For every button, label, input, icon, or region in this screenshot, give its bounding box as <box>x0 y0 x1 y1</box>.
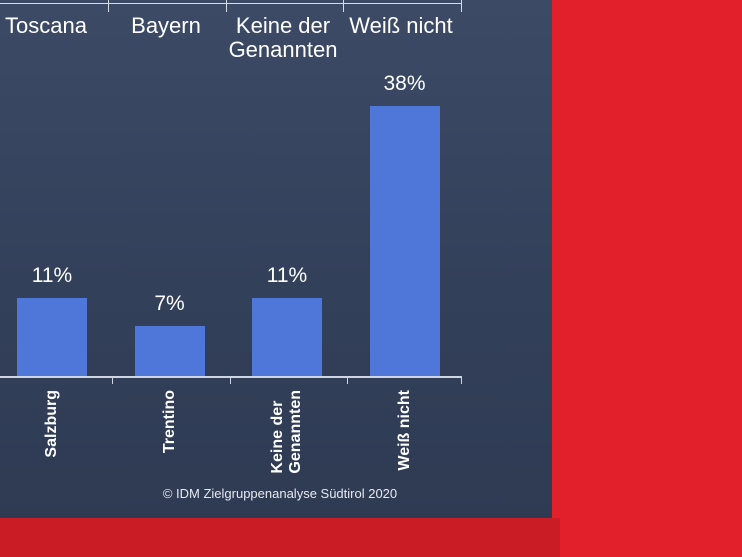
x-axis-label: Salzburg <box>43 390 61 458</box>
header-keine-line1: Keine der <box>235 13 331 38</box>
bar-value-label: 7% <box>154 292 185 316</box>
x-axis-tick <box>230 376 231 384</box>
header-divider <box>108 0 109 12</box>
x-axis-label: Weiß nicht <box>396 390 414 471</box>
header-divider <box>226 0 227 12</box>
header-divider <box>461 0 462 12</box>
bar-1 <box>17 297 87 376</box>
x-axis-label-line: Weiß nicht <box>395 390 413 471</box>
header-divider <box>343 0 344 12</box>
x-axis-line <box>0 376 462 378</box>
header-rule <box>0 3 462 4</box>
x-axis-label-line: Trentino <box>160 390 178 454</box>
x-axis-tick <box>112 376 113 384</box>
copyright-footer: © IDM Zielgruppenanalyse Südtirol 2020 <box>162 486 398 501</box>
header-label-weiss-nicht: Weiß nicht <box>349 13 453 38</box>
header-label-bayern: Bayern <box>131 13 201 38</box>
stage-floor-strip <box>0 518 560 557</box>
x-axis-label-line: Salzburg <box>43 390 60 458</box>
presentation-screen: Toscana Bayern Keine der Genannten Weiß n… <box>0 0 552 518</box>
bar-value-label: 11% <box>266 263 308 287</box>
bar-2 <box>134 326 205 376</box>
x-axis-label-line: Keine der <box>269 400 286 474</box>
bar-4 <box>369 106 440 376</box>
header-label-toscana: Toscana <box>5 13 87 38</box>
bar-3 <box>252 297 322 376</box>
x-axis-label-line: Genannten <box>287 390 304 474</box>
x-axis-label: Trentino <box>161 390 179 453</box>
header-label-keine-der-genannten: Keine der Genannten <box>222 14 344 62</box>
x-axis-tick <box>347 376 348 384</box>
bar-value-label: 38% <box>383 72 426 96</box>
x-axis-label: Keine der Genannten <box>269 390 305 474</box>
header-keine-line2: Genannten <box>228 37 338 62</box>
x-axis-tick <box>461 376 462 384</box>
bar-value-label: 11% <box>31 263 73 287</box>
